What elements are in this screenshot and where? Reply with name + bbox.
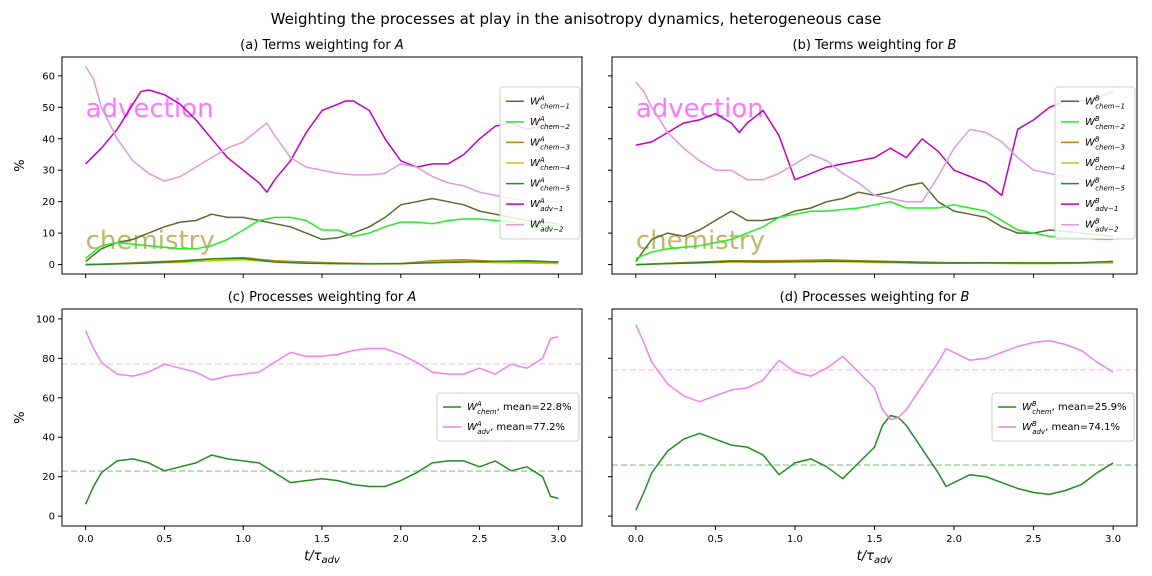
legend: WB chem, mean=25.9% WB adv, mean=74.1% [991,392,1135,442]
legend-label-1: WB adv, mean=74.1% [1022,420,1120,436]
panel-title: (c) Processes weighting for A [228,290,417,305]
y-axis-label: % [13,159,28,171]
legend-label-0: WA chem−1 [530,94,570,110]
series-line-5 [85,89,559,193]
legend-label-6: WB adv−2 [1085,218,1119,234]
series-line-0 [84,454,559,505]
x-tick-label: 1.5 [867,534,883,545]
legend-label-6: WA adv−2 [530,218,564,234]
legend-label-0: WA chem, mean=22.8% [467,400,571,416]
legend-label-1: WA chem−2 [530,115,570,131]
x-tick-label: 2.0 [393,534,409,545]
legend-label-1: WA adv, mean=77.2% [467,420,565,436]
series-line-0 [85,197,559,262]
series-line-2 [85,256,559,266]
series-line-6 [84,66,559,203]
legend-label-5: WA adv−1 [530,197,563,213]
x-tick-label: 1.0 [235,534,251,545]
y-tick-label: 0 [49,260,55,271]
panel-title: (d) Processes weighting for B [780,290,970,305]
panel-title: (a) Terms weighting for A [240,38,404,53]
y-tick-label: 100 [36,314,55,325]
series-line-6 [635,81,1114,203]
legend-box [436,392,580,442]
y-tick-label: 60 [42,71,55,82]
figure-title: Weighting the processes at play in the a… [271,10,882,28]
series-line-1 [85,216,559,259]
series-line-4 [635,260,1114,266]
chart-panel-1: (b) Terms weighting for B advectionchemis… [608,38,1138,278]
y-tick-label: 40 [42,134,55,145]
y-tick-label: 0 [49,512,55,523]
y-tick-label: 80 [42,354,55,365]
legend-label-0: WB chem, mean=25.9% [1022,400,1127,416]
y-tick-label: 10 [42,229,55,240]
x-axis-label: t/τadv [304,549,341,566]
y-tick-label: 40 [42,433,55,444]
legend: WA chem−1 WA chem−2 WA chem−3 WA chem−4 WA chem−5… [499,86,581,240]
chart-panels: (a) Terms weighting for Aadvectionchemis… [13,38,1138,566]
x-axis-label: t/τadv [857,549,894,566]
y-axis-label: % [13,411,28,423]
legend-box [499,86,581,240]
x-tick-label: 0.5 [707,534,723,545]
chart-panel-0: (a) Terms weighting for A advectionchemis… [13,38,583,278]
plot-area [62,330,582,505]
x-tick-label: 3.0 [1105,534,1121,545]
legend-box [1054,86,1136,240]
legend-label-4: WB chem−5 [1085,177,1125,193]
chart-panel-3: (d) Processes weighting for B 0.0 0.5 1.0 1.… [608,290,1138,566]
y-tick-label: 20 [42,472,55,483]
y-tick-label: 50 [42,103,55,114]
annotation-chemistry: chemistry [86,226,215,256]
legend-label-0: WB chem−1 [1085,94,1125,110]
x-tick-label: 3.0 [550,534,566,545]
y-tick-label: 20 [42,197,55,208]
x-tick-label: 0.5 [156,534,172,545]
chart-panel-2: (c) Processes weighting for A 0.0 0.5 1.0 1.… [13,290,583,566]
series-line-1 [635,324,1114,421]
series-line-4 [85,257,559,266]
x-tick-label: 0.0 [78,534,94,545]
y-tick-label: 30 [42,166,55,177]
legend-label-1: WB chem−2 [1085,115,1125,131]
x-tick-label: 2.5 [472,534,488,545]
legend-label-3: WA chem−4 [530,156,570,172]
series-line-1 [635,200,1114,259]
series-line-0 [635,414,1114,511]
legend: WA chem, mean=22.8% WA adv, mean=77.2% [436,392,580,442]
legend-label-4: WA chem−5 [530,177,570,193]
annotation-advection: advection [636,94,764,124]
legend-label-2: WA chem−3 [530,135,570,151]
legend-label-5: WB adv−1 [1085,197,1118,213]
y-tick-label: 60 [42,393,55,404]
legend: WB chem−1 WB chem−2 WB chem−3 WB chem−4 WB chem−5… [1054,86,1136,240]
series-line-1 [84,330,559,381]
plot-area [612,324,1137,511]
x-tick-label: 2.0 [946,534,962,545]
x-tick-label: 0.0 [628,534,644,545]
x-tick-label: 1.0 [787,534,803,545]
legend-label-3: WB chem−4 [1085,156,1125,172]
series-line-5 [635,90,1114,197]
legend-label-2: WB chem−3 [1085,135,1125,151]
x-tick-label: 2.5 [1026,534,1042,545]
legend-box [991,392,1135,442]
x-tick-label: 1.5 [314,534,330,545]
panel-title: (b) Terms weighting for B [793,38,957,53]
